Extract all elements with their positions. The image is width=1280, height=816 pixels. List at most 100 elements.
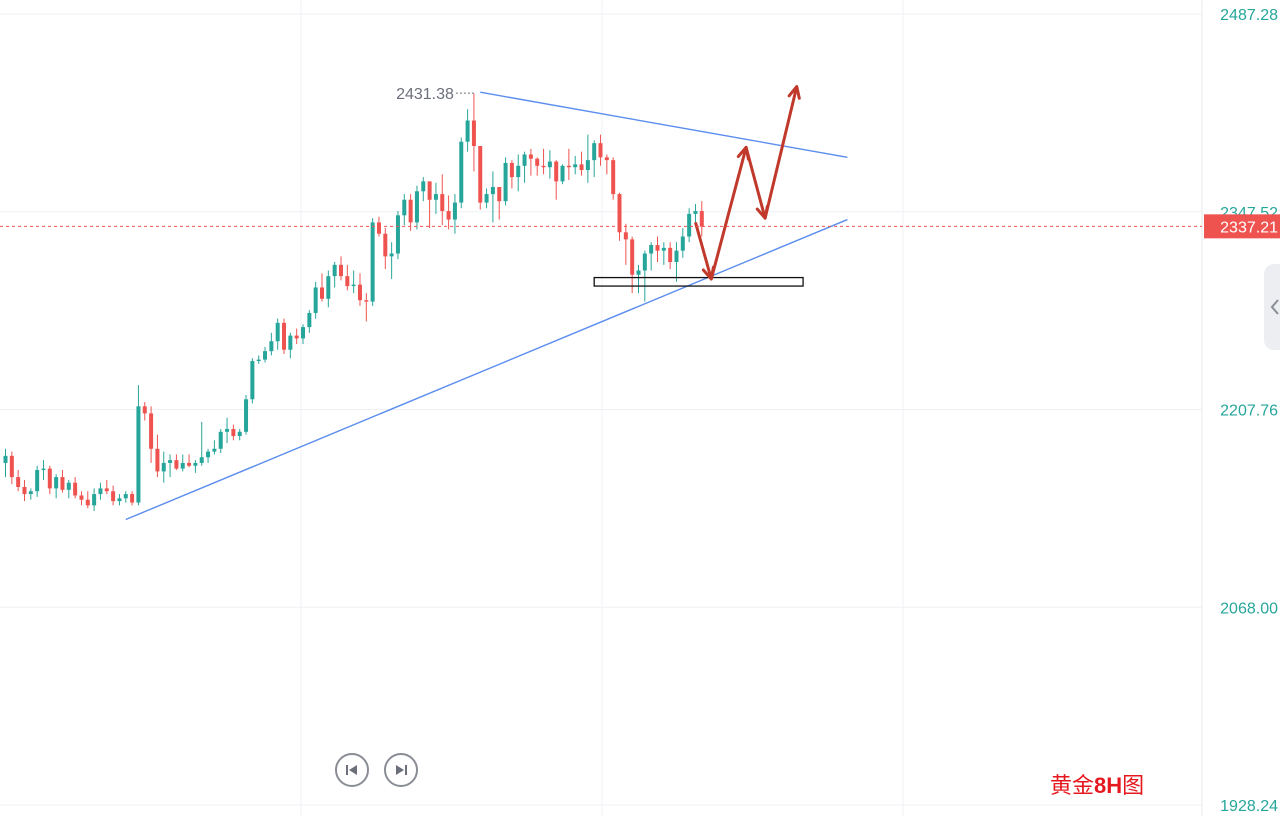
side-panel-handle[interactable] [1264, 264, 1280, 350]
candle-body [497, 187, 502, 202]
candle-body [364, 300, 369, 302]
candle-body [351, 284, 356, 287]
candle [471, 93, 476, 172]
candle [92, 488, 97, 512]
candle-body [655, 245, 660, 251]
candle [79, 491, 84, 506]
candle-body [73, 482, 78, 496]
candle-body [313, 287, 318, 313]
candle-body [592, 143, 597, 161]
candle [573, 155, 578, 175]
candle-body [611, 160, 616, 195]
forecast-arrow-head [701, 265, 715, 281]
skip-back-icon [346, 765, 357, 775]
candle [237, 428, 242, 441]
candle [282, 318, 287, 354]
candle-body [693, 211, 698, 214]
candle [9, 451, 14, 485]
candle-body [168, 460, 173, 463]
candle [136, 385, 141, 506]
candle [149, 406, 154, 463]
candle [579, 151, 584, 176]
candle-body [522, 154, 527, 166]
trend-line-ascending-support [125, 218, 848, 521]
candle-body [674, 250, 679, 263]
caption-timeframe: 8H [1094, 773, 1123, 798]
candle-body [376, 222, 381, 234]
candle [351, 270, 356, 294]
candle [440, 174, 445, 226]
candle-body [237, 431, 242, 437]
candle-body [130, 494, 135, 503]
candle-body [98, 488, 103, 495]
candle-body [231, 428, 236, 437]
price-tick-label: 2487.28 [1220, 7, 1278, 24]
candle-body [484, 194, 489, 203]
candle-body [54, 477, 59, 489]
candle-body [320, 287, 324, 299]
candle [206, 448, 211, 463]
candle [263, 346, 268, 363]
candle [490, 171, 495, 223]
candle [661, 242, 666, 265]
candle-body [452, 202, 457, 220]
candle [414, 185, 419, 230]
scroll-forward-button[interactable] [384, 753, 418, 787]
candle [465, 109, 470, 152]
candle [98, 482, 103, 500]
candle [338, 256, 343, 281]
candle [187, 454, 192, 468]
candle-body [28, 491, 33, 495]
candle-body [440, 194, 445, 212]
candle-body [41, 468, 46, 471]
candle [668, 242, 673, 270]
candle [22, 479, 27, 502]
candle-body [636, 270, 641, 275]
candle [617, 192, 622, 241]
candle [699, 201, 704, 237]
candle [111, 485, 116, 506]
candle-body [604, 157, 609, 161]
candle-body [136, 406, 141, 503]
candle [516, 154, 521, 192]
caption-text-2: 图 [1122, 774, 1145, 799]
candle-body [573, 164, 578, 168]
candle-body [123, 494, 128, 499]
candle-body [566, 165, 571, 168]
candle [522, 151, 527, 183]
candle-body [623, 232, 628, 240]
candle-body [244, 399, 249, 432]
candle-body [370, 222, 375, 302]
chevron-left-icon [1270, 299, 1279, 315]
candle-body [187, 462, 192, 466]
last-price-tag [1204, 214, 1280, 239]
candle [47, 465, 52, 495]
candle [256, 355, 261, 364]
candle [389, 242, 394, 279]
candle [180, 454, 185, 472]
candle [585, 134, 590, 183]
trend-lines [125, 91, 848, 521]
candle [636, 264, 641, 294]
forecast-arrow-head [736, 145, 750, 161]
chart-caption: 黄金8H图 [1050, 768, 1144, 800]
candle-body [642, 253, 647, 271]
candle-body [22, 486, 27, 495]
candle-body [535, 158, 540, 166]
candle-body [421, 181, 426, 192]
candle-body [263, 351, 268, 360]
candle-body [560, 165, 565, 182]
candle-body [206, 451, 211, 458]
candle-body [301, 327, 306, 339]
candle-body [218, 431, 223, 449]
scroll-back-button[interactable] [335, 753, 369, 787]
candle-body [79, 495, 84, 500]
price-tick-label: 2068.00 [1220, 600, 1278, 617]
forecast-arrow-head [787, 85, 801, 100]
candle [560, 164, 565, 185]
caption-text-1: 黄金 [1050, 774, 1095, 799]
candle-body [598, 143, 603, 158]
candle [244, 395, 249, 435]
candle [66, 479, 71, 499]
